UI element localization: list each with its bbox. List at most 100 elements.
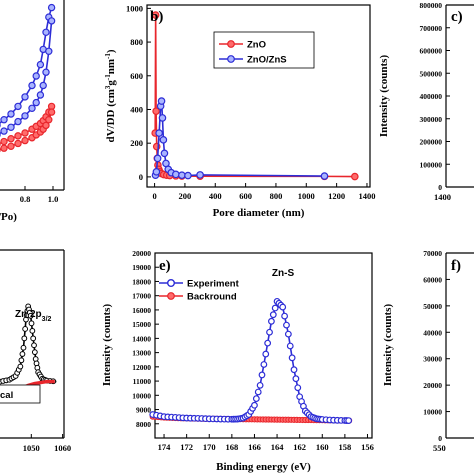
panel-c-y-tick-label-6: 600000 bbox=[420, 47, 443, 56]
panel-a-isotherm: 0.8 1.0 /Po) bbox=[0, 0, 65, 223]
panel-d-legend-fragment: cal bbox=[0, 384, 41, 404]
panel-b-x-tick-label-4: 800 bbox=[270, 191, 283, 201]
panel-a-series-2-point-5 bbox=[21, 129, 29, 137]
panel-e-peak-annotation: Zn-S bbox=[272, 268, 295, 279]
panel-b-x-tick-label-7: 1400 bbox=[358, 191, 375, 201]
panel-a-x-tick-label-1: 1.0 bbox=[48, 194, 59, 204]
panel-d-black-point-3-0 bbox=[17, 363, 24, 370]
panel-b-series-1-point-7 bbox=[159, 136, 168, 144]
panel-d-black-point-4-1 bbox=[21, 335, 28, 342]
panel-f-letter: f) bbox=[451, 258, 461, 274]
panel-a-series-1-point-2 bbox=[0, 127, 8, 135]
panel-a-series-0-point-5 bbox=[21, 93, 29, 101]
panel-b-y-tick-label-0: 0 bbox=[139, 172, 143, 182]
panel-a-x-axis-label-fragment: /Po) bbox=[0, 211, 17, 223]
panel-e-plot-area bbox=[149, 297, 353, 424]
panel-f-y-tick-label-6: 60000 bbox=[423, 275, 442, 284]
panel-b-series-1-point-8 bbox=[160, 149, 169, 158]
panel-e-experiment-point-12-1 bbox=[258, 371, 266, 379]
panel-e-x-tick-label-5: 164 bbox=[271, 442, 285, 452]
legend-label-backround: Backround bbox=[187, 292, 237, 303]
panel-c-y-tick-label-7: 700000 bbox=[420, 24, 443, 33]
panel-b-series-1-point-16 bbox=[320, 172, 329, 180]
panel-e-y-ticks: 8000 9000 10000 11000 12000 13000 14000 15000 16… bbox=[132, 249, 159, 429]
panel-c-y-tick-label-0: 0 bbox=[438, 183, 442, 192]
panel-a-series-3-point-3 bbox=[7, 142, 15, 150]
panel-b-y-tick-label-1: 200 bbox=[130, 138, 143, 148]
panel-a-series-3-point-5 bbox=[21, 136, 29, 145]
panel-e-x-tick-label-3: 168 bbox=[225, 442, 238, 452]
panel-b-series-0-point-1 bbox=[151, 11, 160, 19]
panel-e-y-tick-label-6: 14000 bbox=[132, 334, 151, 343]
panel-e-experiment-point-25-2 bbox=[345, 417, 353, 424]
panel-a-series-1-point-3 bbox=[7, 123, 15, 132]
panel-b-series-1-point-2 bbox=[153, 154, 162, 163]
panel-e-experiment-point-13-0 bbox=[262, 350, 270, 358]
panel-e-y-tick-label-7: 15000 bbox=[132, 320, 151, 329]
panel-e-experiment-point-12-2 bbox=[260, 361, 268, 368]
panel-a-series-0-point-2 bbox=[0, 115, 8, 124]
panel-a-series-0-point-4 bbox=[14, 102, 22, 111]
panel-b-series-1-point-14 bbox=[184, 171, 192, 180]
panel-f-y-tick-label-5: 50000 bbox=[423, 302, 442, 311]
panel-e-y-tick-label-4: 12000 bbox=[132, 363, 151, 372]
panel-e-x-tick-label-0: 174 bbox=[158, 442, 172, 452]
panel-a-plot-area bbox=[0, 3, 56, 153]
panel-c-letter: c) bbox=[451, 9, 463, 25]
panel-b-plot-area bbox=[151, 11, 359, 181]
panel-e-xps: 8000 9000 10000 11000 12000 13000 14000 15000 16… bbox=[101, 249, 374, 473]
panel-f-cropped: 0 10000 20000 30000 40000 50000 60000 70000 550… bbox=[382, 249, 474, 453]
panel-e-experiment-point-16-1 bbox=[281, 312, 288, 320]
panel-e-letter: e) bbox=[159, 258, 171, 274]
panel-a-series-2-point-3 bbox=[7, 134, 15, 143]
panel-e-experiment-point-17-1 bbox=[286, 342, 294, 350]
panel-e-x-tick-label-1: 172 bbox=[180, 442, 193, 452]
panel-f-y-tick-label-1: 10000 bbox=[423, 408, 442, 417]
panel-c-x-tick-1400: 1400 bbox=[434, 192, 451, 202]
panel-c-y-axis-label: Intensity (counts) bbox=[378, 55, 390, 138]
panel-b-x-tick-label-3: 600 bbox=[239, 191, 252, 201]
panel-a-series-0-point-8 bbox=[36, 60, 45, 69]
panel-f-y-tick-label-7: 70000 bbox=[423, 249, 442, 258]
panel-e-experiment-point-11-1 bbox=[252, 395, 260, 403]
panel-e-y-tick-label-10: 18000 bbox=[132, 277, 151, 286]
panel-b-series-1-point-13 bbox=[178, 171, 186, 180]
panel-b-x-tick-label-2: 400 bbox=[209, 191, 222, 201]
legend-item-zno-zns: ZnO/ZnS bbox=[219, 55, 287, 66]
panel-a-series-0-point-7 bbox=[32, 72, 40, 80]
panel-d-black-point-7-2 bbox=[29, 327, 36, 334]
panel-a-x-ticks: 0.8 1.0 bbox=[20, 186, 59, 204]
panel-b-series-1-point-15 bbox=[196, 171, 204, 179]
panel-a-series-2-point-4 bbox=[14, 132, 22, 140]
panel-e-experiment-point-17-2 bbox=[288, 354, 296, 362]
legend-label-zno: ZnO bbox=[247, 40, 266, 51]
panel-e-experiment-point-14-0 bbox=[268, 317, 275, 325]
panel-c-y-tick-label-2: 200000 bbox=[420, 138, 443, 147]
panel-e-y-tick-label-2: 10000 bbox=[132, 391, 151, 400]
panel-c-y-tick-label-3: 300000 bbox=[420, 115, 443, 124]
panel-d-black-point-8-2 bbox=[31, 349, 38, 356]
panel-b-y-tick-label-3: 600 bbox=[130, 71, 143, 81]
panel-e-x-tick-label-9: 156 bbox=[361, 442, 374, 452]
panel-b-y-tick-label-4: 800 bbox=[130, 37, 143, 47]
panel-e-experiment-point-16-0 bbox=[279, 303, 287, 311]
panel-b-x-axis-label: Pore diameter (nm) bbox=[213, 207, 305, 219]
panel-b-series-1-point-6 bbox=[158, 114, 167, 122]
panel-b-x-tick-label-1: 200 bbox=[179, 191, 192, 201]
panel-f-y-tick-label-4: 40000 bbox=[423, 328, 442, 337]
panel-a-series-1-point-9 bbox=[39, 81, 47, 90]
panel-a-x-tick-label-0: 0.8 bbox=[20, 194, 31, 204]
panel-a-series-0-point-3 bbox=[7, 110, 15, 118]
panel-e-y-tick-label-0: 8000 bbox=[136, 420, 151, 429]
panel-b-series-1-point-12 bbox=[172, 170, 180, 179]
panel-f-y-tick-label-2: 20000 bbox=[423, 381, 442, 390]
panel-a-series-3-point-12 bbox=[47, 108, 56, 116]
panel-a-series-3-point-11 bbox=[45, 115, 53, 124]
panel-e-experiment-point-18-1 bbox=[292, 375, 300, 383]
panel-d-black-point-8-0 bbox=[30, 335, 37, 342]
panel-a-series-1-point-12 bbox=[47, 17, 56, 25]
panel-a-series-3-point-10 bbox=[42, 121, 50, 130]
panel-e-x-tick-label-6: 162 bbox=[293, 442, 306, 452]
panel-a-series-0-line bbox=[0, 7, 53, 124]
